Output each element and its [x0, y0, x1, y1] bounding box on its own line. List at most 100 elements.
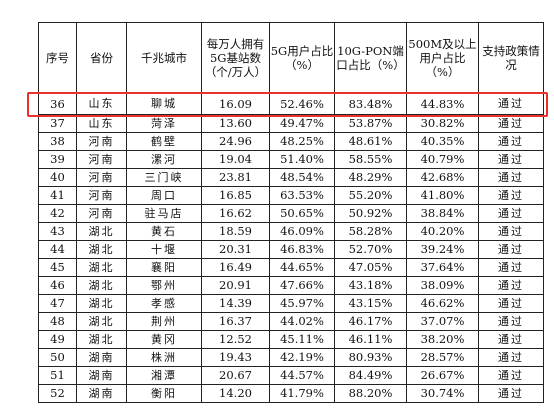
cell-10g-pon: 50.92% — [334, 204, 407, 223]
cell-10g-pon: 47.05% — [334, 258, 407, 277]
cell-province: 河南 — [76, 186, 127, 205]
cell-5g-stations: 18.59 — [201, 222, 270, 241]
cell-province: 湖北 — [76, 312, 127, 331]
cell-city: 鹤壁 — [126, 132, 202, 151]
cell-5g-stations: 14.20 — [201, 384, 270, 403]
table-row: 49 湖北 黄冈 12.52 45.11% 46.11% 38.20% 通过 — [38, 330, 544, 349]
cell-10g-pon: 58.55% — [334, 150, 407, 169]
cell-500m-users: 46.62% — [406, 294, 479, 313]
header-city: 千兆城市 — [126, 22, 202, 94]
cell-serial: 47 — [38, 294, 77, 313]
cell-policy: 通过 — [478, 240, 544, 259]
cell-province: 河南 — [76, 132, 127, 151]
cell-serial: 36 — [38, 93, 77, 115]
cell-5g-stations: 14.39 — [201, 294, 270, 313]
cell-5g-stations: 20.91 — [201, 276, 270, 295]
cell-province: 河南 — [76, 204, 127, 223]
cell-5g-stations: 12.52 — [201, 330, 270, 349]
cell-500m-users: 38.20% — [406, 330, 479, 349]
cell-500m-users: 37.07% — [406, 312, 479, 331]
cell-policy: 通过 — [478, 312, 544, 331]
cell-serial: 51 — [38, 366, 77, 385]
cell-10g-pon: 80.93% — [334, 348, 407, 367]
header-10g-pon: 10G-PON端口占比（%） — [334, 22, 407, 94]
cell-serial: 42 — [38, 204, 77, 223]
cell-500m-users: 38.09% — [406, 276, 479, 295]
cell-5g-stations: 16.09 — [201, 93, 270, 115]
cell-province: 湖北 — [76, 330, 127, 349]
cell-city: 湘潭 — [126, 366, 202, 385]
cell-city: 鄂州 — [126, 276, 202, 295]
header-serial: 序号 — [38, 22, 77, 94]
table-row: 45 湖北 襄阳 16.49 44.65% 47.05% 37.64% 通过 — [38, 258, 544, 277]
cell-500m-users: 40.20% — [406, 222, 479, 241]
cell-5g-stations: 16.37 — [201, 312, 270, 331]
cell-10g-pon: 83.48% — [334, 93, 407, 115]
cell-province: 山东 — [76, 114, 127, 133]
cell-10g-pon: 43.15% — [334, 294, 407, 313]
cell-5g-users: 44.02% — [269, 312, 335, 331]
cell-5g-users: 46.83% — [269, 240, 335, 259]
cell-city: 襄阳 — [126, 258, 202, 277]
cell-province: 湖南 — [76, 384, 127, 403]
page-crop-edge — [0, 404, 554, 411]
cell-5g-stations: 19.04 — [201, 150, 270, 169]
cell-5g-users: 48.25% — [269, 132, 335, 151]
cell-10g-pon: 52.70% — [334, 240, 407, 259]
table-row: 51 湖南 湘潭 20.67 44.57% 84.49% 26.67% 通过 — [38, 366, 544, 385]
cell-policy: 通过 — [478, 384, 544, 403]
cell-10g-pon: 46.17% — [334, 312, 407, 331]
cell-5g-users: 47.66% — [269, 276, 335, 295]
cell-5g-users: 51.40% — [269, 150, 335, 169]
cell-serial: 38 — [38, 132, 77, 151]
cell-500m-users: 26.67% — [406, 366, 479, 385]
cell-5g-users: 44.65% — [269, 258, 335, 277]
cell-500m-users: 30.82% — [406, 114, 479, 133]
cell-city: 黄石 — [126, 222, 202, 241]
cell-policy: 通过 — [478, 294, 544, 313]
cell-policy: 通过 — [478, 93, 544, 115]
cell-10g-pon: 48.61% — [334, 132, 407, 151]
cell-5g-users: 44.57% — [269, 366, 335, 385]
cell-policy: 通过 — [478, 366, 544, 385]
table-container: 序号 省份 千兆城市 每万人拥有5G基站数（个/万人） 5G用户占比（%） 10… — [38, 22, 544, 403]
cell-province: 河南 — [76, 150, 127, 169]
cell-10g-pon: 48.29% — [334, 168, 407, 187]
header-policy: 支持政策情况 — [478, 22, 544, 94]
header-province: 省份 — [76, 22, 127, 94]
cell-policy: 通过 — [478, 204, 544, 223]
cell-serial: 44 — [38, 240, 77, 259]
table-row: 50 湖南 株洲 19.43 42.19% 80.93% 28.57% 通过 — [38, 348, 544, 367]
cell-city: 周口 — [126, 186, 202, 205]
cell-10g-pon: 58.28% — [334, 222, 407, 241]
table-row: 42 河南 驻马店 16.62 50.65% 50.92% 38.84% 通过 — [38, 204, 544, 223]
cell-serial: 40 — [38, 168, 77, 187]
cell-500m-users: 38.84% — [406, 204, 479, 223]
cell-5g-stations: 13.60 — [201, 114, 270, 133]
cell-5g-stations: 20.67 — [201, 366, 270, 385]
cell-500m-users: 40.35% — [406, 132, 479, 151]
cell-policy: 通过 — [478, 150, 544, 169]
cell-province: 湖北 — [76, 222, 127, 241]
cell-10g-pon: 53.87% — [334, 114, 407, 133]
table-row: 40 河南 三门峡 23.81 48.54% 48.29% 42.68% 通过 — [38, 168, 544, 187]
cell-province: 河南 — [76, 168, 127, 187]
gigabit-city-table: 序号 省份 千兆城市 每万人拥有5G基站数（个/万人） 5G用户占比（%） 10… — [38, 22, 544, 403]
cell-500m-users: 44.83% — [406, 93, 479, 115]
cell-500m-users: 28.57% — [406, 348, 479, 367]
cell-province: 山东 — [76, 93, 127, 115]
cell-5g-stations: 16.62 — [201, 204, 270, 223]
cell-city: 十堰 — [126, 240, 202, 259]
cell-serial: 48 — [38, 312, 77, 331]
cell-city: 驻马店 — [126, 204, 202, 223]
cell-5g-stations: 20.31 — [201, 240, 270, 259]
table-row: 48 湖北 荆州 16.37 44.02% 46.17% 37.07% 通过 — [38, 312, 544, 331]
table-row: 36 山东 聊城 16.09 52.46% 83.48% 44.83% 通过 — [38, 93, 544, 115]
table-row: 38 河南 鹤壁 24.96 48.25% 48.61% 40.35% 通过 — [38, 132, 544, 151]
cell-city: 黄冈 — [126, 330, 202, 349]
cell-500m-users: 40.79% — [406, 150, 479, 169]
cell-5g-users: 45.11% — [269, 330, 335, 349]
table-row: 47 湖北 孝感 14.39 45.97% 43.15% 46.62% 通过 — [38, 294, 544, 313]
cell-10g-pon: 55.20% — [334, 186, 407, 205]
cell-serial: 46 — [38, 276, 77, 295]
